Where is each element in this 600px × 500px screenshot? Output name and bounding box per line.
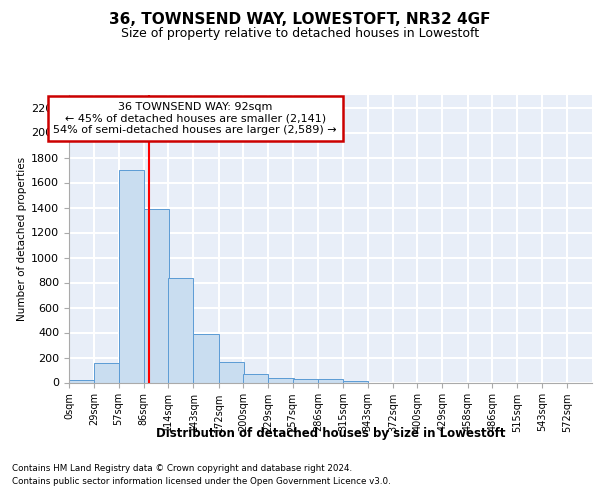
- Text: Contains public sector information licensed under the Open Government Licence v3: Contains public sector information licen…: [12, 478, 391, 486]
- Text: Size of property relative to detached houses in Lowestoft: Size of property relative to detached ho…: [121, 28, 479, 40]
- Text: Contains HM Land Registry data © Crown copyright and database right 2024.: Contains HM Land Registry data © Crown c…: [12, 464, 352, 473]
- Bar: [243, 374, 268, 382]
- Bar: [268, 378, 293, 382]
- Bar: [343, 380, 368, 382]
- Bar: [193, 334, 219, 382]
- Bar: [293, 379, 318, 382]
- Bar: [69, 380, 94, 382]
- Bar: [119, 170, 144, 382]
- Bar: [144, 209, 169, 382]
- Text: Distribution of detached houses by size in Lowestoft: Distribution of detached houses by size …: [157, 428, 506, 440]
- Y-axis label: Number of detached properties: Number of detached properties: [17, 156, 27, 321]
- Text: 36, TOWNSEND WAY, LOWESTOFT, NR32 4GF: 36, TOWNSEND WAY, LOWESTOFT, NR32 4GF: [109, 12, 491, 28]
- Bar: [94, 363, 119, 382]
- Bar: [219, 362, 244, 382]
- Text: 36 TOWNSEND WAY: 92sqm
← 45% of detached houses are smaller (2,141)
54% of semi-: 36 TOWNSEND WAY: 92sqm ← 45% of detached…: [53, 102, 337, 135]
- Bar: [318, 379, 343, 382]
- Bar: [168, 278, 193, 382]
